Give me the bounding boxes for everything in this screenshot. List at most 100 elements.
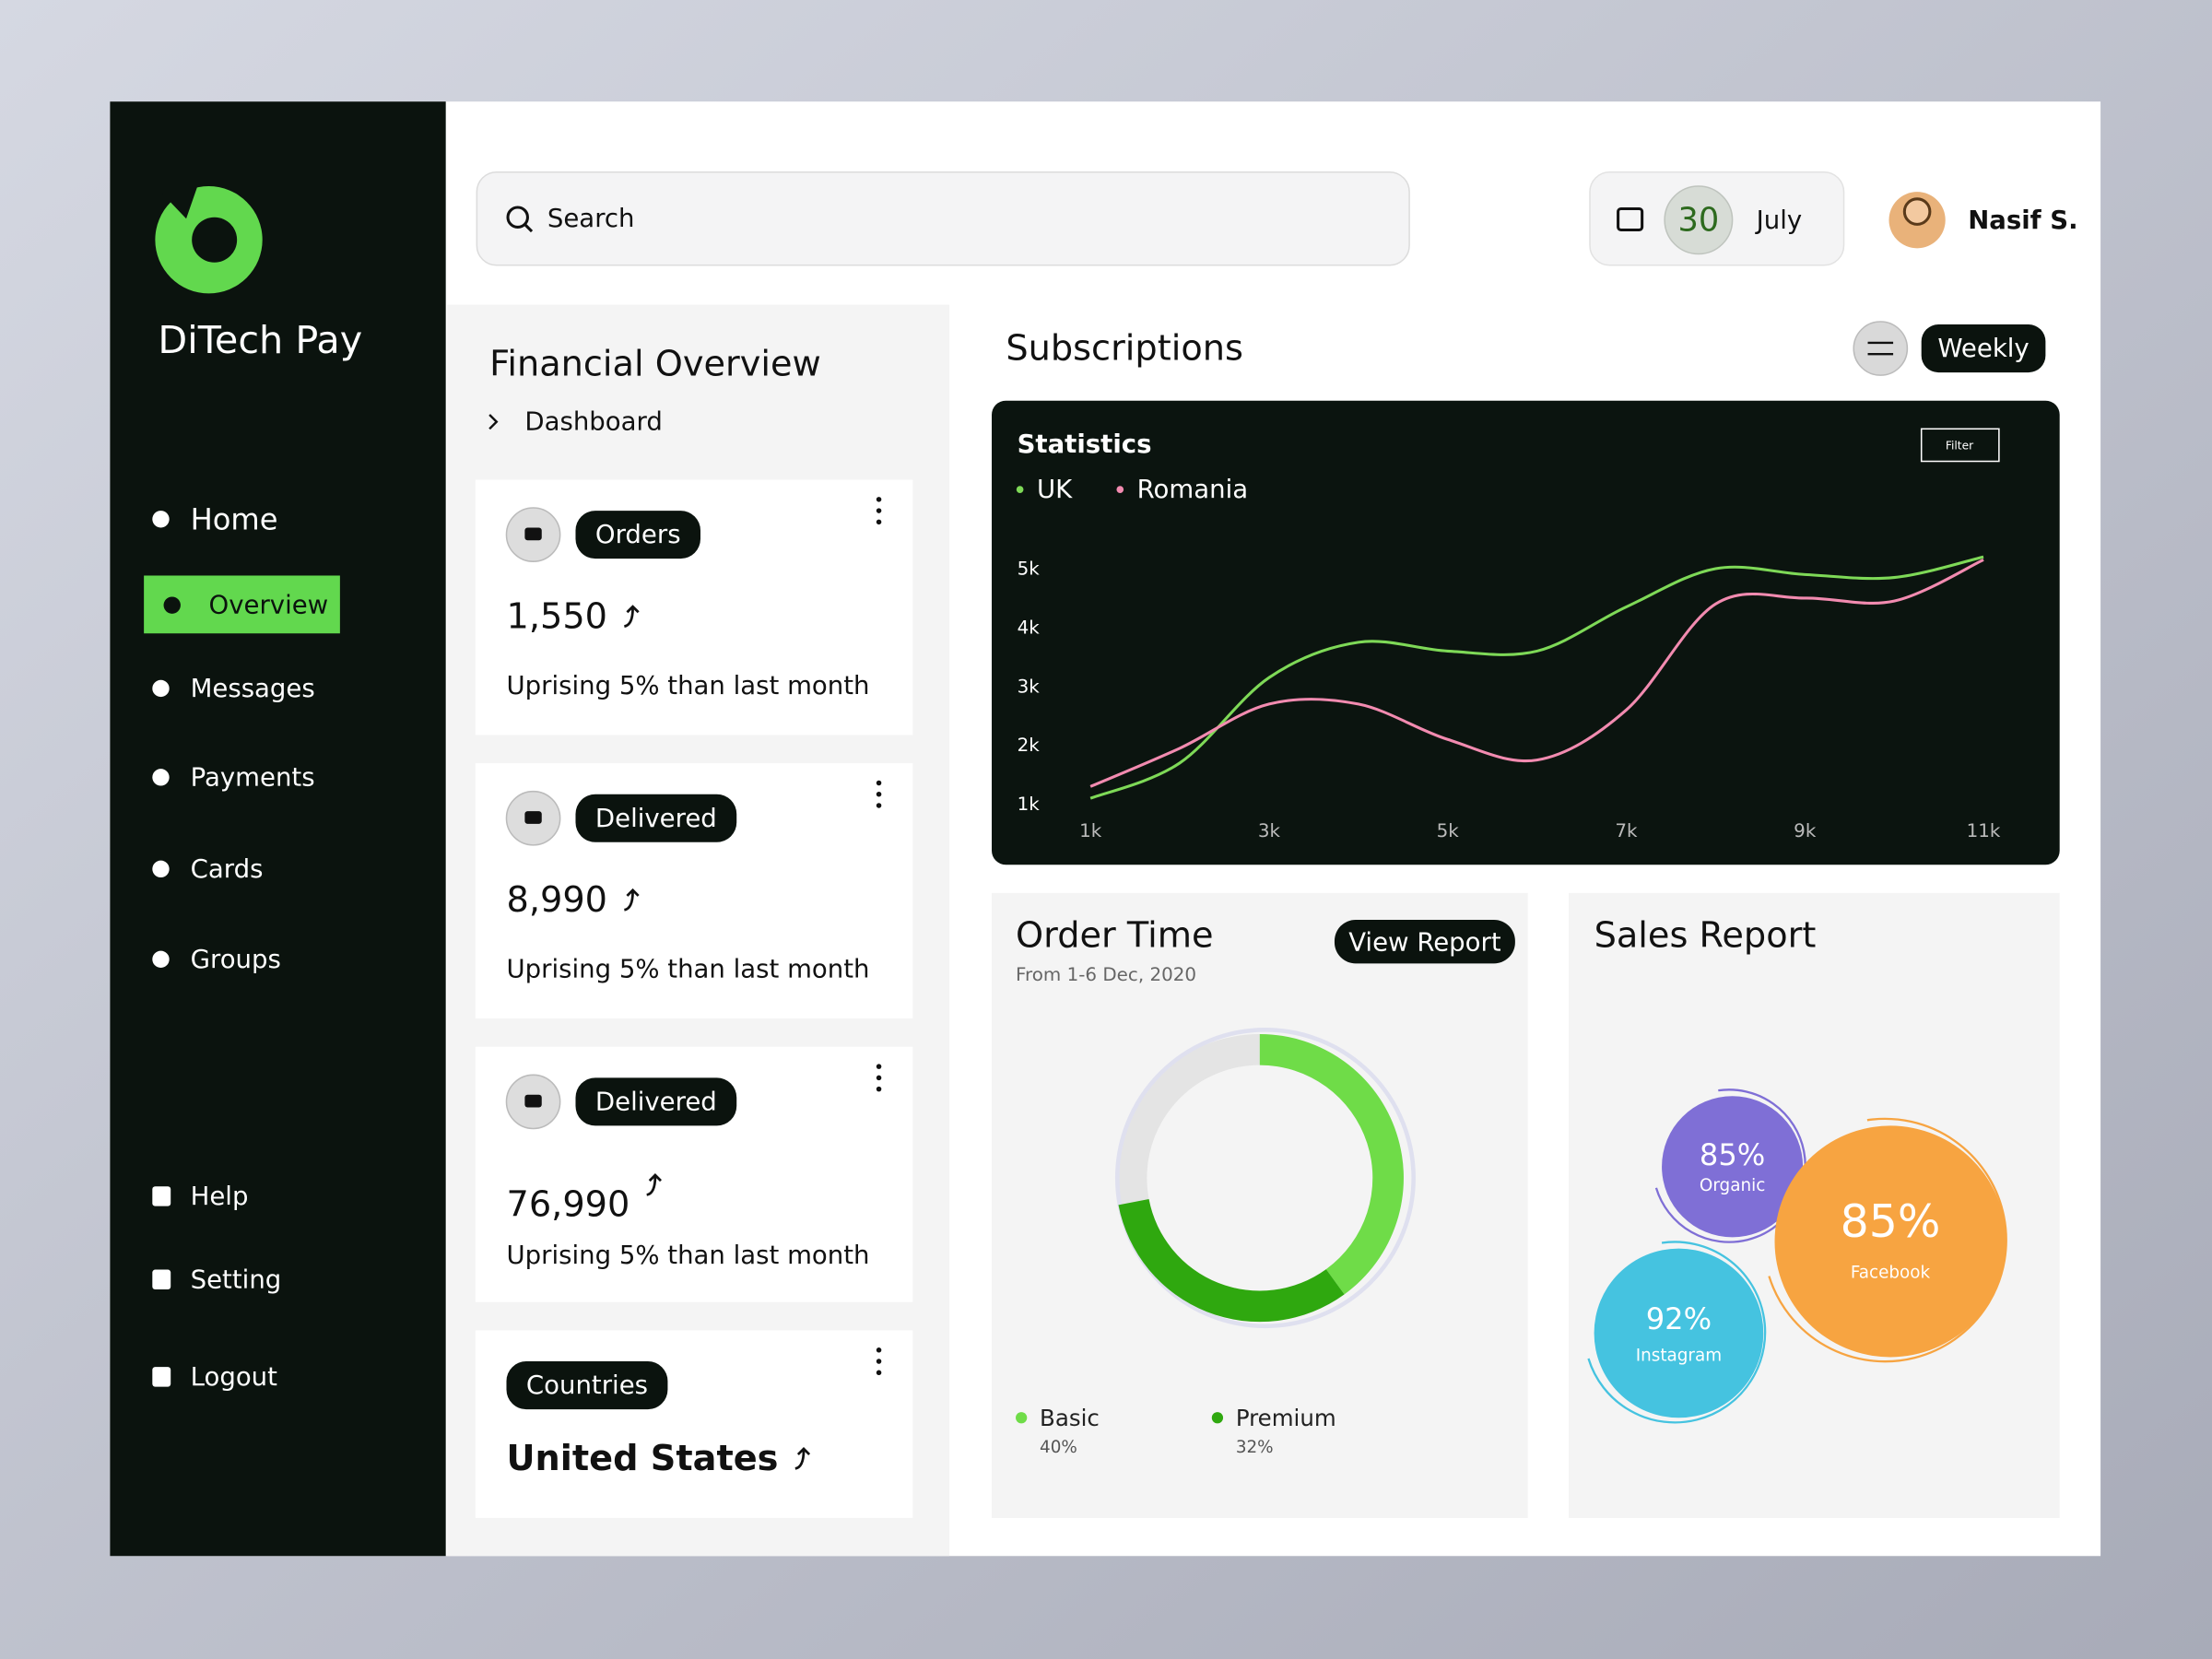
menu-dot[interactable] bbox=[876, 497, 882, 502]
view-report-label: View Report bbox=[1348, 927, 1501, 957]
legend-dot bbox=[1016, 1412, 1028, 1424]
section-title: Financial Overview bbox=[489, 343, 821, 384]
legend-label: UK bbox=[1037, 475, 1073, 504]
panel-title: Order Time bbox=[1016, 914, 1213, 956]
card-tag-pill bbox=[575, 511, 700, 559]
x-tick-label: 7k bbox=[1615, 820, 1638, 841]
x-tick-label: 5k bbox=[1437, 820, 1460, 841]
legend-dot bbox=[1116, 486, 1124, 493]
filter-label: Filter bbox=[1946, 440, 1974, 453]
bubble-value: 85% bbox=[1700, 1137, 1765, 1172]
nav-item[interactable]: Logout bbox=[191, 1362, 278, 1392]
breadcrumb-chevron bbox=[488, 414, 499, 430]
period-label: Weekly bbox=[1937, 334, 2029, 363]
nav-item[interactable]: Setting bbox=[191, 1265, 282, 1294]
user-name: Nasif S. bbox=[1968, 206, 2077, 235]
trend-arrow bbox=[623, 605, 640, 628]
month: July bbox=[1755, 206, 1803, 235]
order-time-panel bbox=[992, 892, 1528, 1518]
stat-card bbox=[475, 1330, 913, 1518]
card-value: 8,990 bbox=[506, 879, 607, 921]
search-icon bbox=[506, 206, 529, 229]
bubble bbox=[1594, 1248, 1764, 1418]
legend-value: 40% bbox=[1040, 1438, 1077, 1457]
card-tag: Delivered bbox=[595, 1087, 717, 1116]
card-icon-glyph bbox=[524, 527, 542, 541]
breadcrumb[interactable]: Dashboard bbox=[524, 407, 662, 437]
card-icon-glyph bbox=[524, 811, 542, 824]
menu-dot[interactable] bbox=[876, 1370, 882, 1376]
brand: DiTech Pay bbox=[158, 318, 362, 362]
menu-dot[interactable] bbox=[876, 1064, 882, 1069]
period-button[interactable] bbox=[1921, 324, 2046, 373]
trend-arrow bbox=[794, 1446, 811, 1470]
logo-hole bbox=[192, 217, 238, 263]
nav-icon bbox=[152, 1186, 171, 1206]
nav-icon bbox=[163, 596, 181, 614]
search-placeholder: Search bbox=[547, 204, 635, 233]
calendar-icon bbox=[1617, 207, 1644, 232]
bubble bbox=[1662, 1096, 1804, 1238]
chart-title: Statistics bbox=[1018, 429, 1152, 459]
y-tick-label: 4k bbox=[1018, 617, 1041, 638]
settings-button[interactable] bbox=[1853, 321, 1909, 376]
y-tick-label: 3k bbox=[1018, 676, 1041, 697]
x-tick-label: 3k bbox=[1258, 820, 1281, 841]
card-value: 1,550 bbox=[506, 595, 607, 637]
bubble-ring bbox=[1768, 1117, 2007, 1363]
day-badge bbox=[1664, 185, 1734, 255]
filter-button[interactable] bbox=[1920, 428, 2000, 463]
line-series bbox=[1089, 555, 1984, 800]
menu-dot[interactable] bbox=[876, 791, 882, 797]
menu-dot[interactable] bbox=[876, 508, 882, 513]
view-report-button[interactable] bbox=[1334, 919, 1515, 964]
legend-label: Basic bbox=[1040, 1405, 1100, 1431]
card-value: 76,990 bbox=[506, 1184, 629, 1226]
card-icon-glyph bbox=[524, 1094, 542, 1108]
bubble-label: Organic bbox=[1700, 1176, 1765, 1195]
line-series bbox=[1089, 559, 1984, 788]
donut-halo bbox=[1114, 1028, 1416, 1329]
nav-item[interactable]: Groups bbox=[191, 945, 281, 974]
menu-dot[interactable] bbox=[876, 519, 882, 525]
menu-dot[interactable] bbox=[876, 803, 882, 808]
panel-title: Sales Report bbox=[1594, 914, 1817, 956]
section-title: Subscriptions bbox=[1006, 328, 1243, 370]
nav-item[interactable]: Cards bbox=[191, 854, 264, 884]
y-tick-label: 5k bbox=[1018, 558, 1041, 579]
menu-dot[interactable] bbox=[876, 780, 882, 786]
menu-dot[interactable] bbox=[876, 1086, 882, 1092]
menu-dot[interactable] bbox=[876, 1075, 882, 1081]
card-tag: Countries bbox=[526, 1371, 648, 1400]
nav-item[interactable]: Overview bbox=[209, 591, 329, 620]
nav-item[interactable]: Payments bbox=[191, 762, 315, 792]
nav-item[interactable]: Help bbox=[191, 1182, 249, 1211]
search-box[interactable] bbox=[476, 171, 1410, 266]
bubble-value: 85% bbox=[1841, 1195, 1941, 1248]
nav-icon bbox=[152, 950, 170, 968]
statistics-panel bbox=[992, 400, 2060, 865]
nav-icon bbox=[152, 1367, 171, 1387]
legend-value: 32% bbox=[1236, 1438, 1274, 1457]
legend-label: Romania bbox=[1137, 475, 1248, 504]
sidebar bbox=[110, 101, 446, 1557]
x-tick-label: 1k bbox=[1079, 820, 1102, 841]
nav-icon bbox=[152, 860, 170, 878]
nav-icon bbox=[152, 679, 170, 698]
settings-icon bbox=[1867, 341, 1894, 356]
menu-dot[interactable] bbox=[876, 1359, 882, 1364]
nav-item[interactable]: Messages bbox=[191, 674, 315, 703]
legend-label: Premium bbox=[1236, 1405, 1336, 1431]
nav-icon bbox=[152, 1269, 171, 1289]
bubble-ring bbox=[1587, 1241, 1767, 1424]
y-tick-label: 2k bbox=[1018, 735, 1041, 756]
bubble-label: Facebook bbox=[1851, 1263, 1931, 1282]
menu-dot[interactable] bbox=[876, 1347, 882, 1353]
x-tick-label: 11k bbox=[1967, 820, 2001, 841]
legend-dot bbox=[1211, 1412, 1224, 1424]
card-tag-pill bbox=[575, 794, 737, 842]
nav-item[interactable]: Home bbox=[191, 501, 278, 536]
card-note: Uprising 5% than last month bbox=[506, 1241, 869, 1270]
avatar-face bbox=[1902, 197, 1932, 226]
